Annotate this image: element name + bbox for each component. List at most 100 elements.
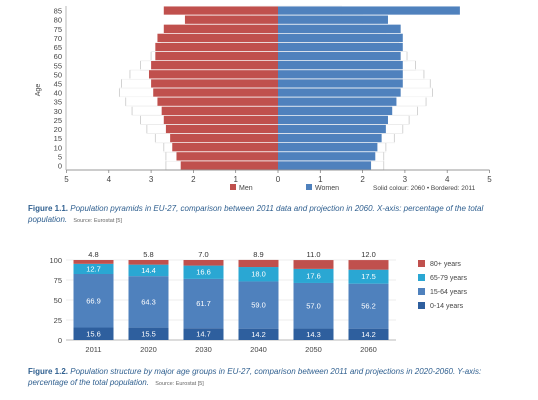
legend-men-label: Men bbox=[239, 185, 253, 192]
women-2060-bar bbox=[278, 124, 386, 134]
bar-segment-age0 bbox=[293, 328, 334, 340]
men-2060-bar bbox=[180, 161, 278, 170]
bar-value-label: 4.8 bbox=[88, 250, 98, 259]
women-2060-bar bbox=[278, 88, 401, 97]
bar-segment-age80 bbox=[293, 260, 334, 269]
men-2060-bar bbox=[148, 70, 278, 79]
women-2060-bar bbox=[278, 6, 460, 15]
men-2060-bar bbox=[163, 6, 278, 15]
y-axis-label: Age bbox=[35, 84, 42, 97]
age-tick-label: 35 bbox=[54, 98, 62, 107]
bar-value-label: 15.6 bbox=[86, 329, 101, 338]
women-2060-bar bbox=[278, 24, 401, 34]
bar-value-label: 61.7 bbox=[196, 299, 211, 308]
age-tick-label: 50 bbox=[54, 70, 62, 79]
age-tick-label: 40 bbox=[54, 89, 62, 98]
bar-segment-age0 bbox=[73, 327, 114, 340]
bar-segment-age15 bbox=[238, 281, 279, 329]
y-tick-label: 75 bbox=[54, 276, 62, 285]
bar-value-label: 14.7 bbox=[196, 330, 211, 339]
age-tick-label: 70 bbox=[54, 34, 62, 43]
bar-value-label: 64.3 bbox=[141, 297, 156, 306]
age-tick-label: 65 bbox=[54, 43, 62, 52]
bar-value-label: 18.0 bbox=[251, 270, 266, 279]
bar-value-label: 66.9 bbox=[86, 296, 101, 305]
bar-value-label: 14.4 bbox=[141, 266, 156, 275]
bar-value-label: 59.0 bbox=[251, 301, 266, 310]
bar-segment-age80 bbox=[128, 260, 169, 265]
bar-segment-age80 bbox=[73, 260, 114, 264]
women-2060-bar bbox=[278, 152, 376, 161]
x-tick-label: 4 bbox=[445, 175, 450, 184]
legend-women-label: Women bbox=[315, 185, 339, 192]
bar-segment-age15 bbox=[128, 276, 169, 328]
y-tick-label: 0 bbox=[58, 336, 62, 345]
legend-swatch bbox=[418, 260, 425, 267]
figure-2-caption: Figure 1.2. Population structure by majo… bbox=[28, 366, 508, 390]
x-tick-label: 2 bbox=[360, 175, 365, 184]
figure-1-label: Figure 1.1. bbox=[28, 204, 69, 213]
women-2060-bar bbox=[278, 60, 403, 70]
women-2060-bar bbox=[278, 133, 382, 143]
age-tick-label: 0 bbox=[58, 162, 62, 171]
men-2060-bar bbox=[157, 97, 278, 106]
bar-segment-age0 bbox=[348, 328, 389, 340]
bar-value-label: 5.8 bbox=[143, 250, 153, 259]
bar-segment-age65 bbox=[73, 263, 114, 274]
figure-2-source: Source: Eurostat [5] bbox=[155, 381, 204, 387]
men-2060-bar bbox=[155, 51, 278, 61]
men-2060-bar bbox=[151, 79, 278, 88]
x-tick-label: 1 bbox=[318, 175, 323, 184]
men-2060-bar bbox=[153, 88, 278, 97]
x-tick-label: 5 bbox=[487, 175, 492, 184]
age-tick-label: 85 bbox=[54, 7, 62, 16]
women-2060-bar bbox=[278, 97, 397, 106]
age-tick-label: 10 bbox=[54, 143, 62, 152]
bar-value-label: 56.2 bbox=[361, 302, 376, 311]
figure-2-label: Figure 1.2. bbox=[28, 367, 69, 376]
legend-label: 80+ years bbox=[430, 261, 461, 268]
y-tick-label: 50 bbox=[54, 296, 62, 305]
x-tick-label: 5 bbox=[64, 175, 69, 184]
bar-value-label: 16.6 bbox=[196, 268, 211, 277]
legend-note: Solid colour: 2060 • Bordered: 2011 bbox=[373, 185, 476, 192]
bar-value-label: 17.5 bbox=[361, 272, 376, 281]
men-2060-bar bbox=[184, 15, 278, 24]
men-2060-bar bbox=[176, 152, 278, 161]
bar-segment-age15 bbox=[183, 278, 224, 329]
age-tick-label: 15 bbox=[54, 134, 62, 143]
bar-segment-age65 bbox=[293, 268, 334, 283]
figure-1-text: Population pyramids in EU-27, comparison… bbox=[28, 204, 484, 224]
legend-women-swatch bbox=[306, 184, 312, 190]
men-2060-bar bbox=[163, 115, 278, 125]
age-tick-label: 20 bbox=[54, 125, 62, 134]
x-tick-label: 4 bbox=[107, 175, 112, 184]
bar-segment-age15 bbox=[293, 282, 334, 329]
age-tick-label: 45 bbox=[54, 80, 62, 89]
women-2060-bar bbox=[278, 142, 378, 152]
bar-segment-age65 bbox=[238, 267, 279, 282]
legend-label: 0-14 years bbox=[430, 303, 464, 310]
age-tick-label: 25 bbox=[54, 116, 62, 125]
bar-segment-age80 bbox=[183, 260, 224, 266]
age-structure-chart: 0 25 50 75 100 15.6 66.9 12.7 4.8 2011 15.5 64.3 14.… bbox=[49, 250, 467, 354]
bar-value-label: 57.0 bbox=[306, 301, 321, 310]
men-2060-bar bbox=[157, 33, 278, 43]
x-category-label: 2040 bbox=[250, 345, 267, 354]
age-tick-label: 5 bbox=[58, 152, 62, 161]
bar-segment-age0 bbox=[128, 327, 169, 340]
legend-swatch bbox=[418, 274, 425, 281]
age-tick-label: 60 bbox=[54, 52, 62, 61]
x-category-label: 2060 bbox=[360, 345, 377, 354]
bar-value-label: 7.0 bbox=[198, 250, 208, 259]
bar-segment-age15 bbox=[348, 283, 389, 329]
bar-segment-age65 bbox=[183, 265, 224, 279]
x-tick-label: 3 bbox=[149, 175, 154, 184]
y-tick-label: 25 bbox=[54, 316, 62, 325]
x-tick-label: 3 bbox=[403, 175, 408, 184]
figure-2-text: Population structure by major age groups… bbox=[28, 367, 482, 387]
legend-swatch bbox=[418, 302, 425, 309]
women-2060-bar bbox=[278, 161, 372, 170]
